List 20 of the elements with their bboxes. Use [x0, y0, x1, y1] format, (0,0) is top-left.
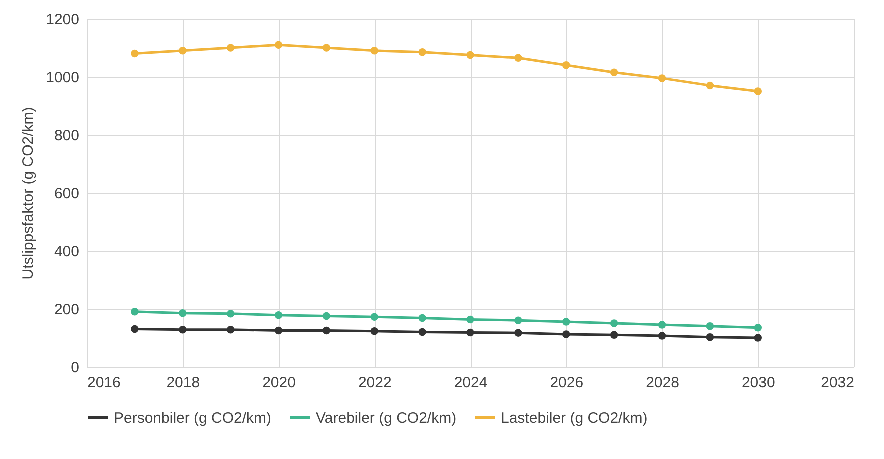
- x-tick-label: 2022: [358, 374, 392, 392]
- legend-label: Varebiler (g CO2/km): [316, 410, 457, 427]
- legend-label: Lastebiler (g CO2/km): [501, 410, 648, 427]
- y-tick-label: 800: [54, 128, 80, 144]
- x-tick-label: 2028: [646, 374, 680, 392]
- y-tick-label: 1000: [46, 70, 80, 86]
- x-tick-label: 2026: [550, 374, 584, 392]
- y-axis-title: Utslippsfaktor (g CO2/km): [20, 107, 38, 280]
- x-tick-label: 2016: [88, 374, 121, 392]
- x-tick-label: 2018: [166, 374, 200, 392]
- y-tick-label: 400: [54, 244, 80, 260]
- x-tick-label: 2020: [262, 374, 296, 392]
- y-tick-label: 600: [54, 186, 80, 202]
- y-tick-label: 200: [54, 302, 80, 318]
- x-tick-label: 2024: [454, 374, 488, 392]
- legend-label: Personbiler (g CO2/km): [114, 410, 272, 427]
- y-tick-label: 1200: [46, 12, 80, 28]
- x-tick-label: 2032: [821, 374, 854, 392]
- y-tick-label: 0: [71, 360, 80, 376]
- x-tick-label: 2030: [742, 374, 776, 392]
